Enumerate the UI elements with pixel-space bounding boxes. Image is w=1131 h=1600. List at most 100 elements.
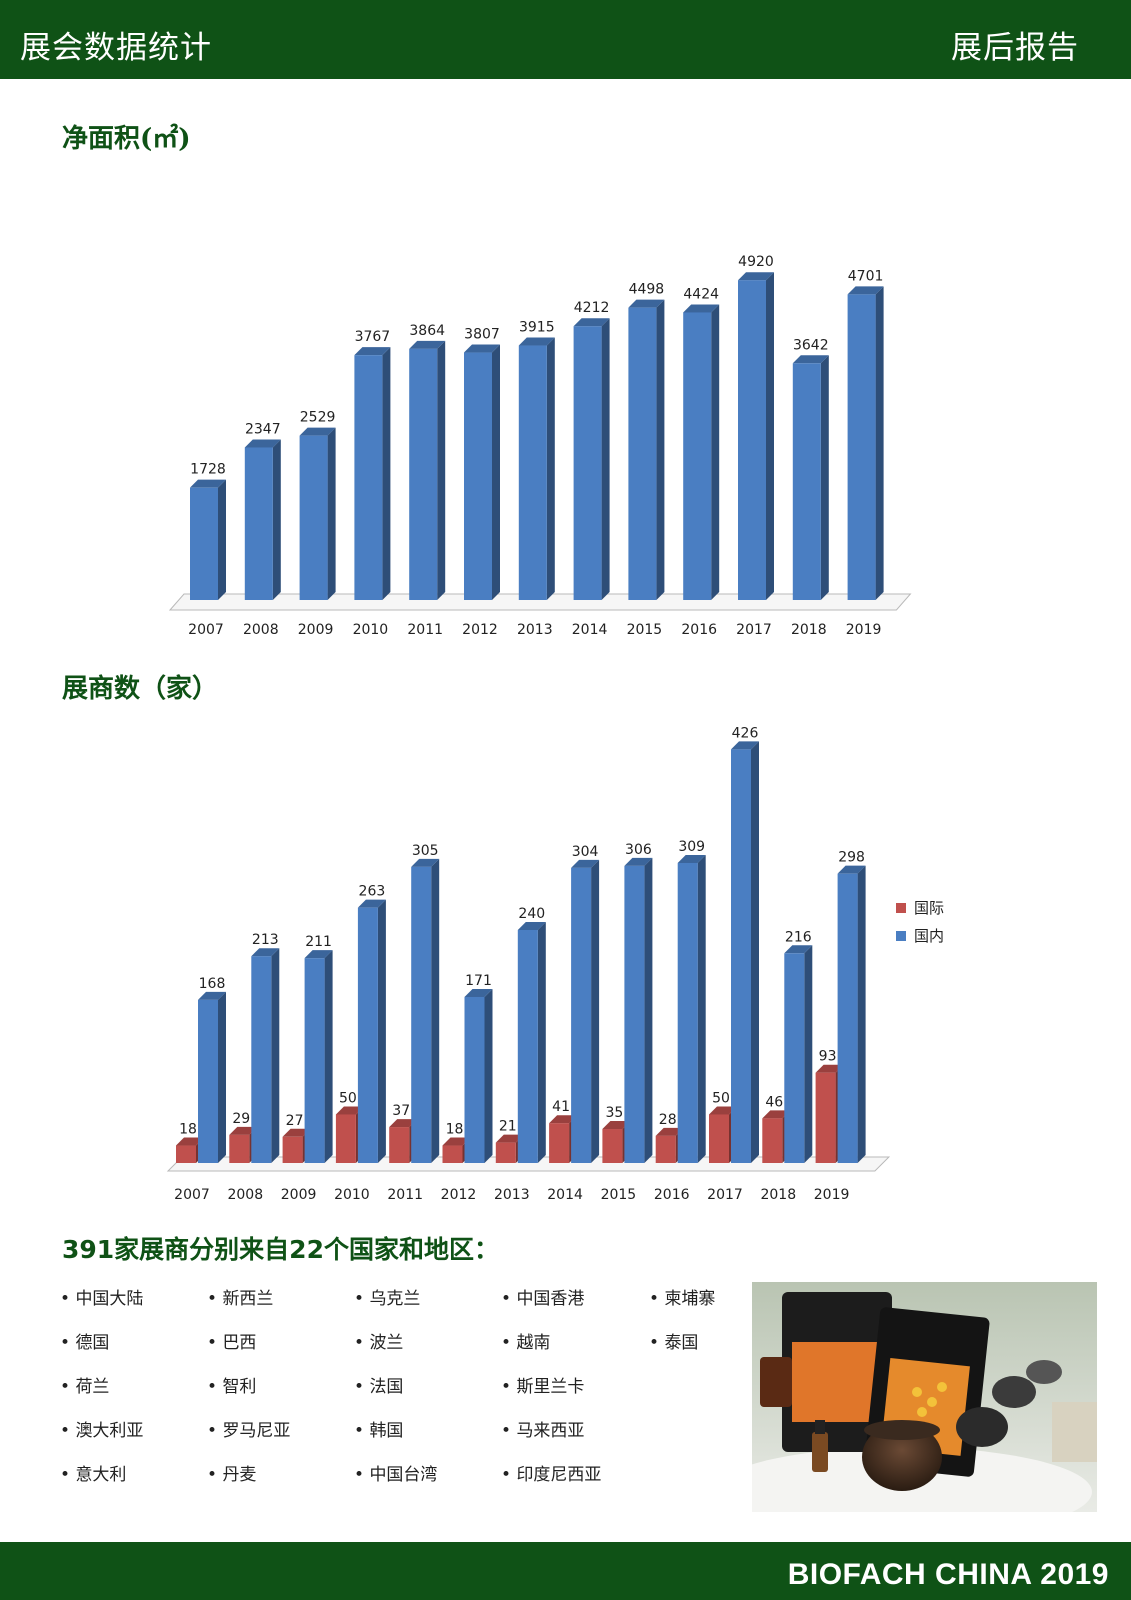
area-value-label-2014: 4212 (574, 300, 610, 316)
country-item: • 波兰 (354, 1328, 403, 1353)
domestic-value-label-2014: 304 (572, 844, 599, 860)
country-name: 印度尼西亚 (516, 1465, 602, 1485)
bullet: • (60, 1421, 76, 1441)
area-bar-2009 (299, 427, 336, 600)
country-name: 马来西亚 (516, 1421, 585, 1441)
domestic-value-label-2017: 426 (732, 725, 759, 741)
area-x-tick-2012: 2012 (462, 622, 498, 638)
area-x-tick-2011: 2011 (407, 622, 443, 638)
domestic-value-label-2008: 213 (252, 932, 279, 948)
domestic-bar-2007 (198, 991, 226, 1163)
country-name: 中国台湾 (369, 1465, 438, 1485)
country-item: • 韩国 (354, 1416, 403, 1441)
legend-swatch-0 (896, 903, 906, 913)
bullet: • (501, 1421, 517, 1441)
intl-value-label-2008: 29 (232, 1111, 250, 1127)
country-item: • 柬埔寨 (649, 1284, 715, 1309)
area-bar-2010 (354, 347, 391, 600)
country-name: 斯里兰卡 (516, 1377, 585, 1397)
country-name: 韩国 (369, 1421, 404, 1441)
footer-text: BIOFACH CHINA 2019 (787, 1558, 1109, 1591)
bullet: • (501, 1333, 517, 1353)
domestic-value-label-2012: 171 (465, 973, 492, 989)
area-bar-2013 (518, 337, 555, 600)
exhibitors-x-tick-2017: 2017 (707, 1187, 743, 1203)
intl-value-label-2015: 35 (605, 1105, 623, 1121)
country-name: 巴西 (222, 1333, 257, 1353)
bullet: • (207, 1333, 223, 1353)
intl-value-label-2012: 18 (446, 1122, 464, 1138)
country-name: 中国大陆 (75, 1289, 144, 1309)
country-item: • 巴西 (207, 1328, 256, 1353)
bullet: • (354, 1333, 370, 1353)
bullet: • (207, 1289, 223, 1309)
domestic-value-label-2009: 211 (305, 934, 332, 950)
bullet: • (207, 1465, 223, 1485)
domestic-bar-2014 (571, 859, 600, 1163)
bullet: • (354, 1421, 370, 1441)
domestic-value-label-2019: 298 (838, 850, 865, 866)
area-value-label-2013: 3915 (519, 320, 555, 336)
domestic-bar-2015 (624, 857, 653, 1163)
intl-value-label-2018: 46 (765, 1094, 783, 1110)
area-x-tick-2018: 2018 (791, 622, 827, 638)
intl-value-label-2019: 93 (819, 1049, 837, 1065)
country-item: • 泰国 (649, 1328, 698, 1353)
area-chart-title: 净面积(㎡) (62, 124, 191, 154)
area-x-tick-2017: 2017 (736, 622, 772, 638)
domestic-bar-2013 (517, 921, 546, 1163)
area-x-tick-2010: 2010 (353, 622, 389, 638)
country-item: • 乌克兰 (354, 1284, 420, 1309)
exhibitors-chart: 18 168 2007 29 213 2008 27 211 2009 50 263 2010 37 30… (166, 725, 944, 1203)
countries-heading: 391家展商分别来自22个国家和地区： (62, 1235, 499, 1264)
domestic-value-label-2007: 168 (199, 976, 226, 992)
exhibitors-x-tick-2016: 2016 (654, 1187, 690, 1203)
country-item: • 意大利 (60, 1460, 126, 1485)
legend-swatch-1 (896, 931, 906, 941)
country-name: 意大利 (75, 1465, 127, 1485)
domestic-bar-2012 (464, 988, 493, 1163)
intl-value-label-2009: 27 (286, 1113, 304, 1129)
domestic-bar-2008 (251, 948, 280, 1163)
exhibitors-x-tick-2011: 2011 (387, 1187, 423, 1203)
area-value-label-2015: 4498 (629, 282, 665, 298)
domestic-value-label-2016: 309 (678, 839, 705, 855)
legend-label-1: 国内 (914, 927, 944, 945)
domestic-bar-2017 (731, 741, 759, 1163)
domestic-bar-2019 (837, 865, 866, 1163)
bullet: • (354, 1465, 370, 1485)
area-x-tick-2019: 2019 (846, 622, 882, 638)
intl-value-label-2013: 21 (499, 1119, 517, 1135)
area-value-label-2008: 2347 (245, 421, 281, 437)
area-bar-2016 (683, 304, 720, 600)
domestic-value-label-2018: 216 (785, 929, 812, 945)
country-item: • 中国大陆 (60, 1284, 143, 1309)
country-item: • 中国香港 (501, 1284, 584, 1309)
exhibitors-x-tick-2008: 2008 (227, 1187, 263, 1203)
country-item: • 荷兰 (60, 1372, 109, 1397)
domestic-bar-2011 (411, 858, 440, 1163)
area-bar-2008 (244, 439, 281, 600)
area-x-tick-2015: 2015 (627, 622, 663, 638)
intl-value-label-2016: 28 (659, 1112, 677, 1128)
area-value-label-2016: 4424 (683, 286, 719, 302)
country-name: 新西兰 (222, 1289, 274, 1309)
country-item: • 智利 (207, 1372, 256, 1397)
area-value-label-2011: 3864 (409, 323, 445, 339)
country-item: • 中国台湾 (354, 1460, 437, 1485)
intl-value-label-2007: 18 (179, 1122, 197, 1138)
bullet: • (207, 1377, 223, 1397)
area-bar-2015 (628, 299, 665, 600)
country-name: 乌克兰 (369, 1289, 421, 1309)
header-left-title: 展会数据统计 (20, 30, 212, 66)
area-x-tick-2007: 2007 (188, 622, 224, 638)
domestic-value-label-2010: 263 (359, 884, 386, 900)
area-value-label-2019: 4701 (848, 268, 884, 284)
bullet: • (649, 1333, 665, 1353)
intl-value-label-2011: 37 (392, 1103, 410, 1119)
area-value-label-2017: 4920 (738, 254, 774, 270)
domestic-bar-2010 (357, 899, 386, 1163)
area-bar-2011 (409, 340, 446, 600)
country-name: 智利 (222, 1377, 257, 1397)
